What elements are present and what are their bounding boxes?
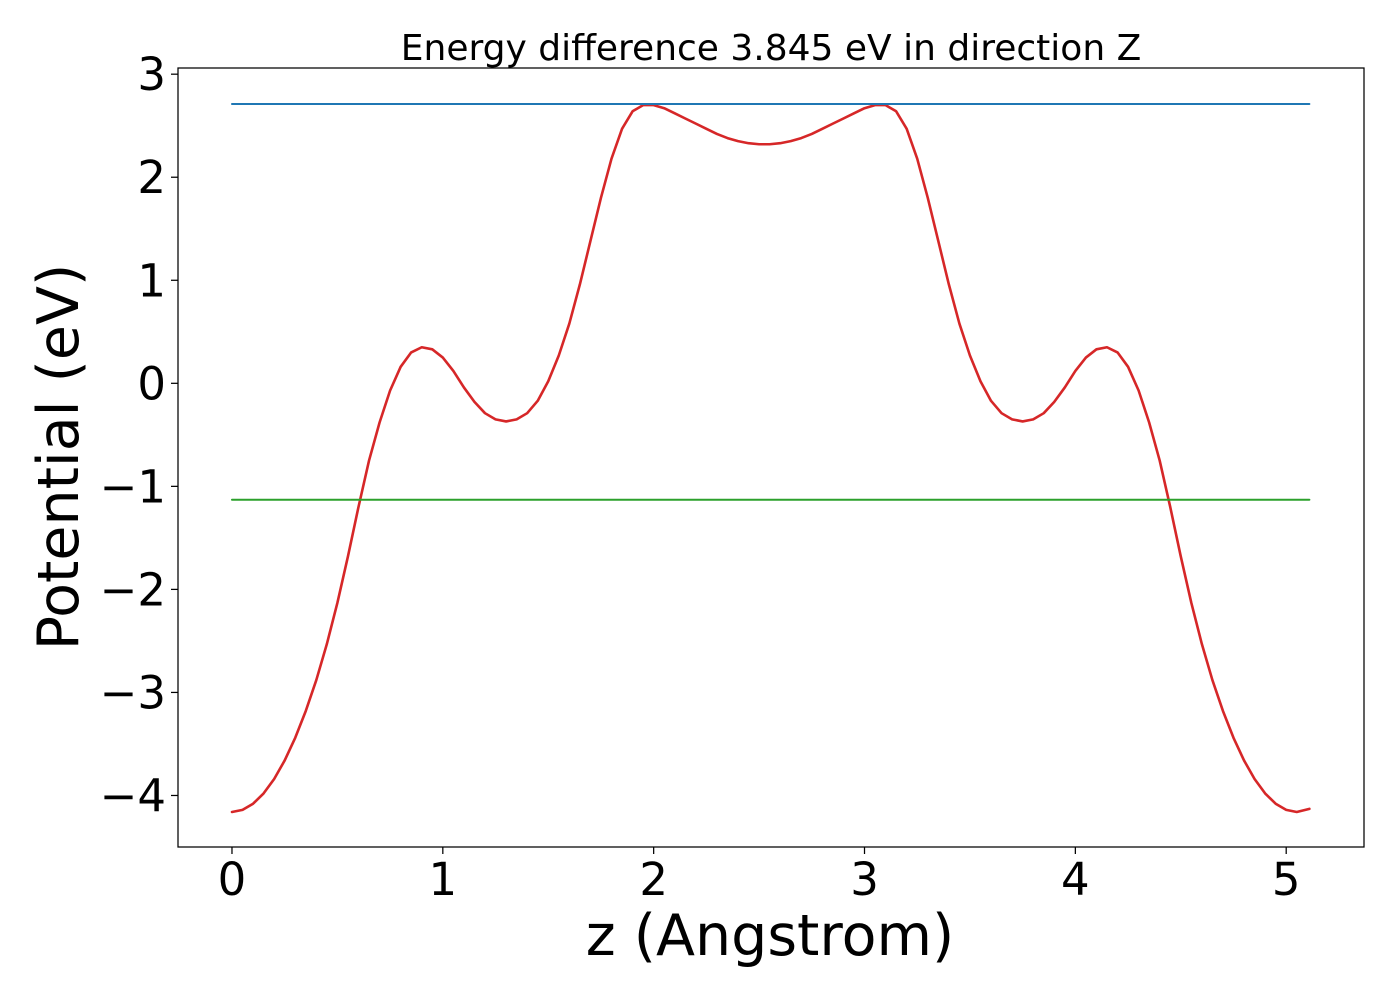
y-tick-label: 1 — [137, 254, 166, 307]
plot-frame — [177, 67, 1365, 848]
y-tick-label: −4 — [100, 769, 166, 822]
x-tick-label: 1 — [429, 853, 458, 906]
y-tick-label: 0 — [137, 357, 166, 410]
x-tick-label: 4 — [1061, 853, 1090, 906]
y-tick-label: 3 — [137, 48, 166, 101]
x-tick-label: 2 — [639, 853, 668, 906]
y-axis-label: Potential (eV) — [26, 264, 92, 650]
x-tick-label: 0 — [218, 853, 247, 906]
x-axis: 0 1 2 3 4 5 — [218, 847, 1301, 906]
series-line-potential — [230, 103, 1311, 814]
y-tick-label: −1 — [100, 460, 166, 513]
x-tick-label: 3 — [850, 853, 879, 906]
chart-title: Energy difference 3.845 eV in direction … — [401, 28, 1142, 69]
y-tick-label: −3 — [100, 666, 166, 719]
x-tick-label: 5 — [1272, 853, 1301, 906]
y-tick-label: 2 — [137, 151, 166, 204]
y-tick-label: −2 — [100, 563, 166, 616]
y-axis: 3 2 1 0 −1 −2 −3 −4 — [100, 48, 178, 822]
series-layer — [230, 103, 1311, 814]
x-axis-label: z (Angstrom) — [586, 903, 954, 969]
